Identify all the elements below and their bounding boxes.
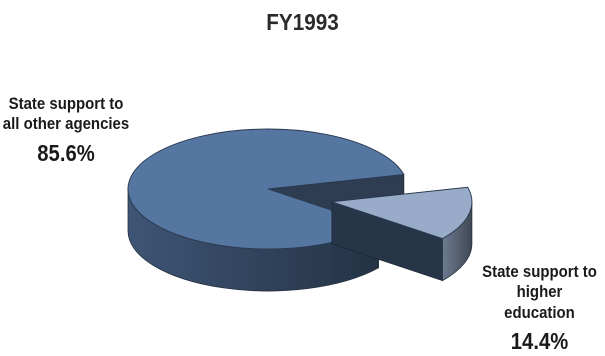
chart-title: FY1993 [266, 9, 339, 35]
slice-value-label: 14.4% [510, 328, 569, 355]
slice-label-text-line2: all other agencies [2, 114, 130, 134]
slice-label-text-line1: State support to [8, 94, 124, 113]
slice-label-higher-education: State support to higher education 14.4% [480, 262, 599, 356]
slice-label-text-line2: higher education [504, 282, 575, 322]
slice-label-other-agencies: State support to all other agencies 85.6… [0, 94, 132, 167]
slice-label-text-line1: State support to [482, 262, 597, 281]
pie-slice-higher-education-top [331, 186, 473, 240]
slice-value-label: 85.6% [37, 139, 95, 166]
pie-chart [127, 128, 473, 292]
